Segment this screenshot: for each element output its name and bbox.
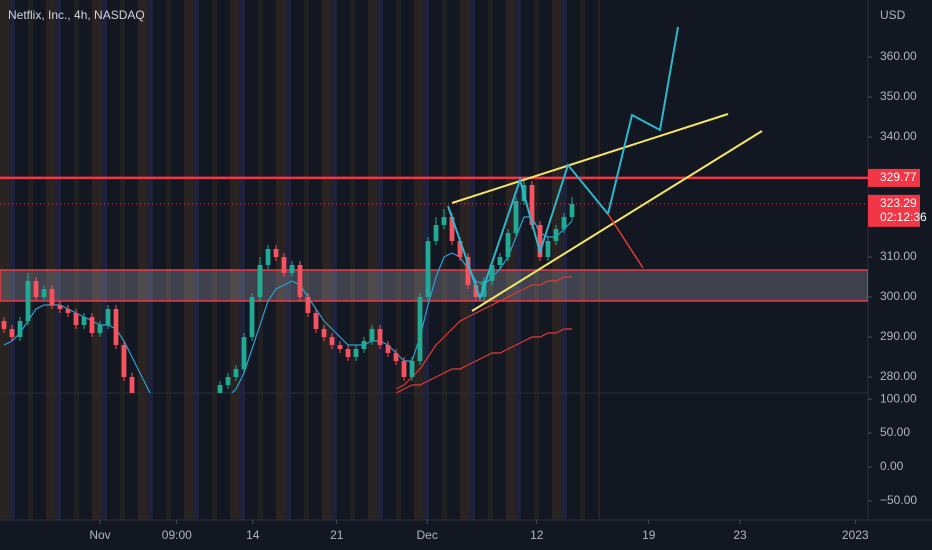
- candle-body: [513, 201, 519, 233]
- trend-line: [451, 113, 729, 204]
- candle-body: [233, 369, 239, 377]
- moving-average: [3, 216, 573, 393]
- candle-body: [465, 257, 471, 285]
- candle-body: [561, 217, 567, 229]
- resistance-label-bg: [868, 168, 920, 187]
- candle-body: [257, 265, 263, 297]
- y-tick-label: 0.00: [880, 459, 904, 473]
- candle-body: [97, 325, 103, 333]
- axes: 280.00 290.00 300.00 310.00 340.00 350.00 360.…: [89, 49, 927, 542]
- last-price-label-bg: [868, 194, 920, 227]
- y-tick-label: 290.00: [880, 329, 917, 343]
- candle-body: [105, 309, 111, 325]
- candle-body: [249, 297, 255, 337]
- y-tick-label: 340.00: [880, 129, 917, 143]
- candle-body: [489, 265, 495, 281]
- candle-body: [9, 329, 15, 337]
- drawings: [447, 26, 763, 312]
- candle-body: [49, 289, 55, 305]
- candle-body: [33, 281, 39, 297]
- candle-body: [449, 217, 455, 241]
- currency: USD: [880, 8, 906, 22]
- y-tick-label: 100.00: [880, 391, 917, 405]
- projection-path: [447, 26, 679, 302]
- x-tick-label: 12: [530, 528, 544, 542]
- candle-body: [305, 297, 311, 313]
- candle-body: [401, 361, 407, 377]
- trend-line: [471, 130, 763, 312]
- candle-body: [297, 265, 303, 297]
- y-tick-label: 310.00: [880, 249, 917, 263]
- y-tick-label: 300.00: [880, 289, 917, 303]
- countdown-label: 02:12:36: [880, 210, 927, 224]
- y-tick-label: 50.00: [880, 425, 910, 439]
- candle-body: [321, 329, 327, 337]
- candle-body: [433, 225, 439, 241]
- candle-body: [553, 229, 559, 241]
- candle-body: [41, 289, 47, 297]
- candle-body: [17, 321, 23, 337]
- candle-body: [337, 345, 343, 349]
- candle-body: [457, 241, 463, 257]
- y-tick-label: −50.00: [880, 493, 917, 507]
- resistance-label: 329.77: [880, 170, 917, 184]
- y-tick-label: 360.00: [880, 49, 917, 63]
- candle-body: [537, 225, 543, 257]
- candle-body: [281, 257, 287, 273]
- chart-title: Netflix, Inc., 4h, NASDAQ: [8, 8, 145, 22]
- candle-body: [89, 317, 95, 333]
- candle-body: [377, 329, 383, 345]
- candle-body: [113, 309, 119, 345]
- candle-body: [265, 249, 271, 265]
- candle-body: [217, 385, 223, 393]
- candle-body: [385, 345, 391, 353]
- candle-body: [473, 285, 479, 297]
- candle-body: [273, 249, 279, 257]
- x-tick-label: 09:00: [162, 528, 192, 542]
- candle-body: [129, 377, 135, 393]
- candle-body: [1, 321, 7, 329]
- candle-body: [73, 313, 79, 325]
- candle-body: [441, 217, 447, 225]
- candle-body: [545, 241, 551, 257]
- last-price-label: 323.29: [880, 196, 917, 210]
- x-tick-label: Nov: [89, 528, 110, 542]
- candle-body: [313, 313, 319, 329]
- candle-body: [529, 185, 535, 225]
- candle-body: [569, 203, 575, 217]
- candle-body: [497, 257, 503, 265]
- moving-average: [395, 328, 572, 393]
- candle-body: [289, 265, 295, 273]
- candle-body: [25, 281, 31, 321]
- candle-body: [353, 349, 359, 357]
- candle-body: [425, 241, 431, 297]
- x-tick-label: 14: [246, 528, 260, 542]
- candle-body: [57, 305, 63, 309]
- x-tick-label: 21: [330, 528, 344, 542]
- candle-body: [409, 361, 415, 377]
- candle-body: [81, 317, 87, 325]
- candle-body: [417, 297, 423, 361]
- x-tick-label: 2023: [842, 528, 869, 542]
- y-tick-label: 280.00: [880, 369, 917, 383]
- candle-body: [65, 309, 71, 313]
- session-background: [0, 0, 600, 520]
- candle-body: [329, 337, 335, 345]
- y-tick-label: 350.00: [880, 89, 917, 103]
- candle-body: [345, 349, 351, 357]
- x-tick-label: 23: [733, 528, 747, 542]
- x-tick-label: 19: [642, 528, 656, 542]
- candle-body: [225, 377, 231, 385]
- candle-body: [505, 233, 511, 257]
- moving-average: [395, 276, 572, 390]
- candle-body: [393, 353, 399, 361]
- projection-path: [607, 213, 644, 269]
- candle-body: [369, 329, 375, 341]
- candle-body: [241, 337, 247, 369]
- candle-body: [361, 341, 367, 349]
- candle-body: [121, 345, 127, 377]
- x-tick-label: Dec: [417, 528, 438, 542]
